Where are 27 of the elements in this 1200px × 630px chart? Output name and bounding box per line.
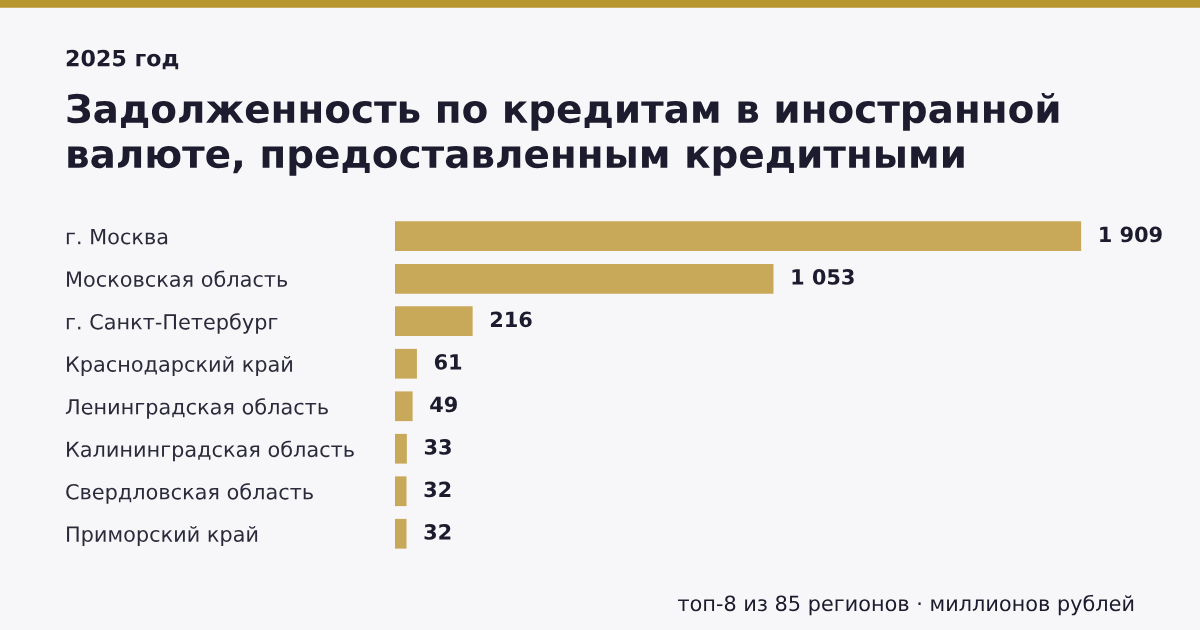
bar xyxy=(395,348,417,379)
data-label: 33 xyxy=(424,439,451,455)
bar xyxy=(395,433,407,464)
bar xyxy=(395,221,1082,252)
y-tick-label: Московская область xyxy=(67,270,288,287)
y-tick-label: Ленинградская область xyxy=(65,398,328,419)
data-label: 1 053 xyxy=(792,269,854,285)
bar xyxy=(395,391,413,422)
y-tick-label: Свердловская область xyxy=(66,483,313,504)
y-tick-label: Калининградская область xyxy=(67,440,354,462)
data-label: 1 909 xyxy=(1100,226,1162,243)
text: 2025 год xyxy=(66,49,179,70)
chart-title: Задолженность по кредитам в иностранной валюте, предоставленным кредитными xyxy=(67,93,1059,176)
bar xyxy=(395,306,473,337)
bar xyxy=(395,476,407,507)
y-tick-label: Приморский край xyxy=(67,525,258,546)
bar xyxy=(395,263,774,294)
data-label: 49 xyxy=(430,396,457,413)
y-tick-label: г. Москва xyxy=(66,228,168,245)
data-label: 32 xyxy=(424,481,451,498)
text: топ-8 из 85 регионов · миллионов рублей xyxy=(678,594,1134,616)
data-label: 32 xyxy=(424,524,451,540)
y-tick-label: Краснодарский край xyxy=(67,355,292,376)
data-label: 216 xyxy=(490,311,532,328)
data-label: 61 xyxy=(434,354,462,370)
bar xyxy=(395,518,407,549)
y-tick-label: г. Санкт-Петербург xyxy=(66,313,278,334)
